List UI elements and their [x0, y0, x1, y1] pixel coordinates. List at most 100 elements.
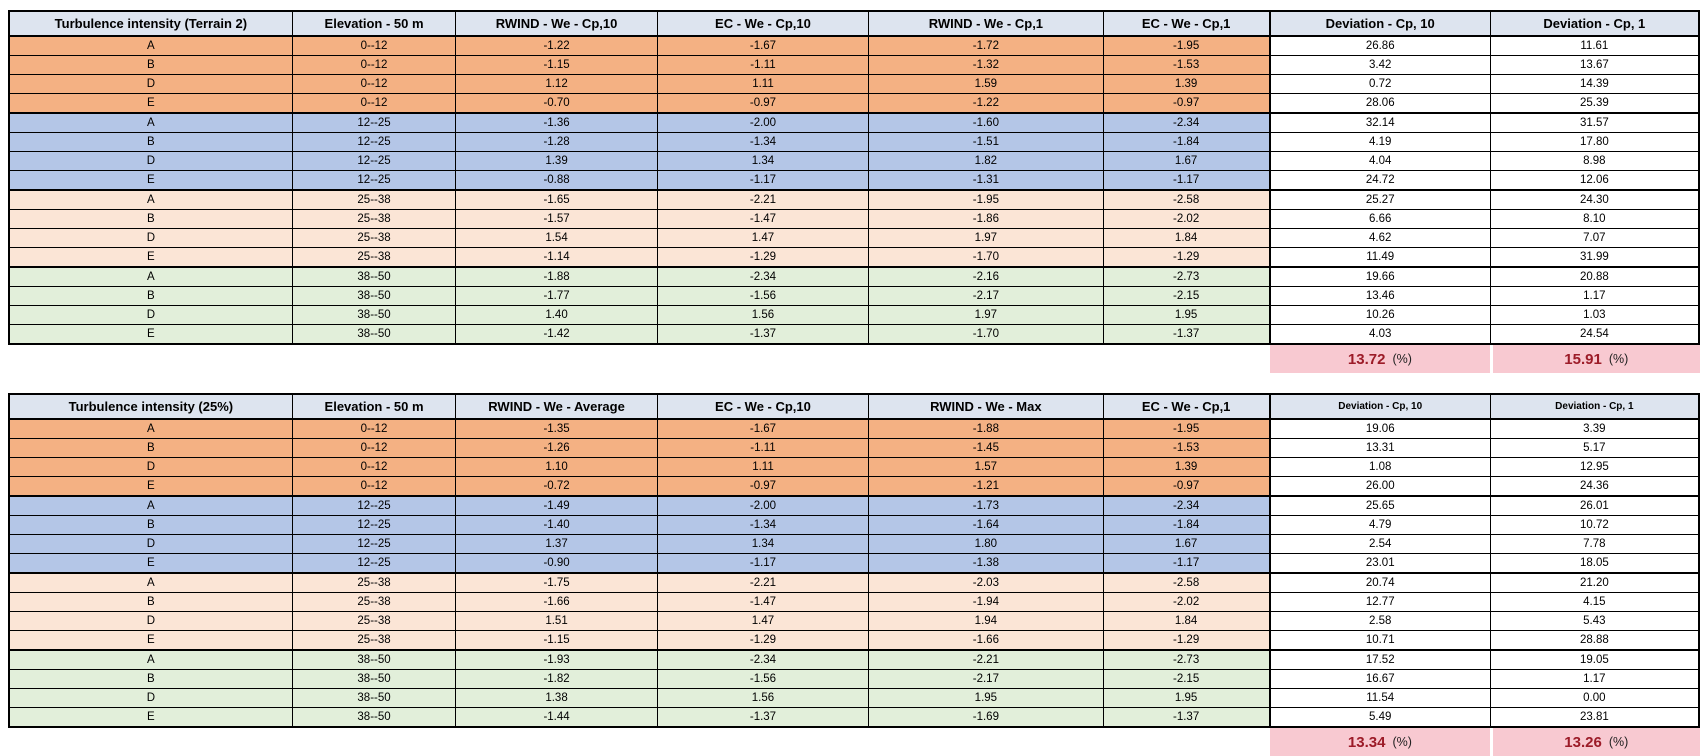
- deviation-cp10-cell: 3.42: [1268, 55, 1491, 75]
- zone-cell: D: [7, 611, 293, 631]
- value-cell: 1.95: [1102, 305, 1271, 325]
- table-row: B 12--25 -1.40 -1.34 -1.64 -1.84 4.79 10.72: [7, 515, 1700, 535]
- elevation-cell: 12--25: [291, 515, 457, 535]
- table-row: E 38--50 -1.42 -1.37 -1.70 -1.37 4.03 24.54: [7, 324, 1700, 345]
- value-cell: -2.17: [868, 286, 1104, 306]
- deviation-cp1-cell: 28.88: [1489, 630, 1700, 651]
- value-cell: 1.47: [656, 228, 870, 248]
- zone-cell: B: [7, 286, 293, 306]
- value-cell: -2.00: [656, 112, 870, 133]
- table-row: B 0--12 -1.26 -1.11 -1.45 -1.53 13.31 5.17: [7, 438, 1700, 458]
- zone-cell: B: [7, 438, 293, 458]
- deviation-cp1-cell: 25.39: [1489, 93, 1700, 114]
- column-header-5: RWIND - We - Max: [868, 393, 1104, 420]
- zone-cell: B: [7, 515, 293, 535]
- deviation-cp10-cell: 19.06: [1268, 418, 1491, 439]
- deviation-cp1-cell: 23.81: [1489, 707, 1700, 728]
- value-cell: 1.56: [656, 305, 870, 325]
- value-cell: -1.95: [1102, 418, 1271, 439]
- table-row: E 38--50 -1.44 -1.37 -1.69 -1.37 5.49 23.81: [7, 707, 1700, 728]
- deviation-cp10-cell: 26.00: [1268, 476, 1491, 497]
- elevation-cell: 25--38: [291, 209, 457, 229]
- elevation-cell: 25--38: [291, 611, 457, 631]
- zone-cell: A: [7, 418, 293, 439]
- deviation-cp10-cell: 11.54: [1268, 688, 1491, 708]
- column-header-1: Turbulence intensity (25%): [7, 393, 293, 420]
- zone-cell: D: [7, 534, 293, 554]
- elevation-cell: 12--25: [291, 132, 457, 152]
- deviation-cp10-cell: 5.49: [1268, 707, 1491, 728]
- elevation-cell: 38--50: [291, 266, 457, 287]
- zone-cell: E: [7, 630, 293, 651]
- column-header-7: Deviation - Cp, 10: [1268, 393, 1491, 420]
- deviation-cp1-cell: 1.17: [1489, 286, 1700, 306]
- value-cell: 1.84: [1102, 228, 1271, 248]
- zone-cell: E: [7, 476, 293, 497]
- value-cell: -1.34: [656, 132, 870, 152]
- elevation-cell: 0--12: [291, 35, 457, 56]
- value-cell: -2.34: [656, 649, 870, 670]
- elevation-cell: 25--38: [291, 572, 457, 593]
- value-cell: -1.94: [868, 592, 1104, 612]
- turbulence-table-terrain-2: Turbulence intensity (Terrain 2) Elevatio…: [7, 10, 1700, 345]
- summary-deviation-cp10-unit: (%): [1392, 352, 1412, 366]
- zone-cell: D: [7, 228, 293, 248]
- value-cell: -1.75: [455, 572, 658, 593]
- deviation-cp1-cell: 20.88: [1489, 266, 1700, 287]
- value-cell: -1.65: [455, 189, 658, 210]
- zone-cell: A: [7, 266, 293, 287]
- deviation-cp10-cell: 19.66: [1268, 266, 1491, 287]
- elevation-cell: 0--12: [291, 418, 457, 439]
- value-cell: -1.82: [455, 669, 658, 689]
- deviation-cp10-cell: 2.54: [1268, 534, 1491, 554]
- value-cell: -2.17: [868, 669, 1104, 689]
- value-cell: -2.34: [656, 266, 870, 287]
- value-cell: -1.66: [868, 630, 1104, 651]
- column-header-4: EC - We - Cp,10: [656, 10, 870, 37]
- elevation-cell: 12--25: [291, 151, 457, 171]
- deviation-cp10-cell: 32.14: [1268, 112, 1491, 133]
- zone-cell: E: [7, 324, 293, 345]
- value-cell: -1.14: [455, 247, 658, 268]
- value-cell: -1.22: [868, 93, 1104, 114]
- value-cell: -1.29: [656, 247, 870, 268]
- column-header-8: Deviation - Cp, 1: [1489, 10, 1700, 37]
- deviation-cp1-cell: 7.78: [1489, 534, 1700, 554]
- deviation-cp1-cell: 31.57: [1489, 112, 1700, 133]
- deviation-cp1-cell: 17.80: [1489, 132, 1700, 152]
- value-cell: 1.34: [656, 534, 870, 554]
- elevation-cell: 0--12: [291, 457, 457, 477]
- zone-cell: B: [7, 55, 293, 75]
- column-header-1: Turbulence intensity (Terrain 2): [7, 10, 293, 37]
- value-cell: 1.95: [868, 688, 1104, 708]
- value-cell: 1.11: [656, 74, 870, 94]
- value-cell: -2.73: [1102, 649, 1271, 670]
- zone-cell: D: [7, 457, 293, 477]
- deviation-cp10-cell: 10.71: [1268, 630, 1491, 651]
- summary-deviation-cp1-value: 13.26: [1564, 733, 1602, 751]
- value-cell: -1.17: [656, 553, 870, 574]
- zone-cell: E: [7, 553, 293, 574]
- spreadsheet-area: Turbulence intensity (Terrain 2) Elevatio…: [7, 10, 1700, 756]
- elevation-cell: 25--38: [291, 189, 457, 210]
- deviation-cp1-cell: 1.03: [1489, 305, 1700, 325]
- zone-cell: E: [7, 93, 293, 114]
- table-row: A 12--25 -1.36 -2.00 -1.60 -2.34 32.14 31.57: [7, 112, 1700, 133]
- value-cell: -0.97: [656, 476, 870, 497]
- value-cell: -2.15: [1102, 669, 1271, 689]
- value-cell: -1.49: [455, 495, 658, 516]
- deviation-cp1-cell: 10.72: [1489, 515, 1700, 535]
- table-row: A 0--12 -1.35 -1.67 -1.88 -1.95 19.06 3.39: [7, 418, 1700, 439]
- table-row: A 25--38 -1.75 -2.21 -2.03 -2.58 20.74 21.20: [7, 572, 1700, 593]
- table-row: A 25--38 -1.65 -2.21 -1.95 -2.58 25.27 24.30: [7, 189, 1700, 210]
- deviation-cp1-cell: 1.17: [1489, 669, 1700, 689]
- table-body: A 0--12 -1.35 -1.67 -1.88 -1.95 19.06 3.39 B 0--1…: [7, 418, 1700, 728]
- zone-cell: D: [7, 74, 293, 94]
- elevation-cell: 12--25: [291, 170, 457, 191]
- elevation-cell: 25--38: [291, 592, 457, 612]
- value-cell: -1.95: [868, 189, 1104, 210]
- deviation-cp1-cell: 3.39: [1489, 418, 1700, 439]
- deviation-cp10-cell: 4.04: [1268, 151, 1491, 171]
- deviation-cp10-cell: 13.46: [1268, 286, 1491, 306]
- value-cell: 1.40: [455, 305, 658, 325]
